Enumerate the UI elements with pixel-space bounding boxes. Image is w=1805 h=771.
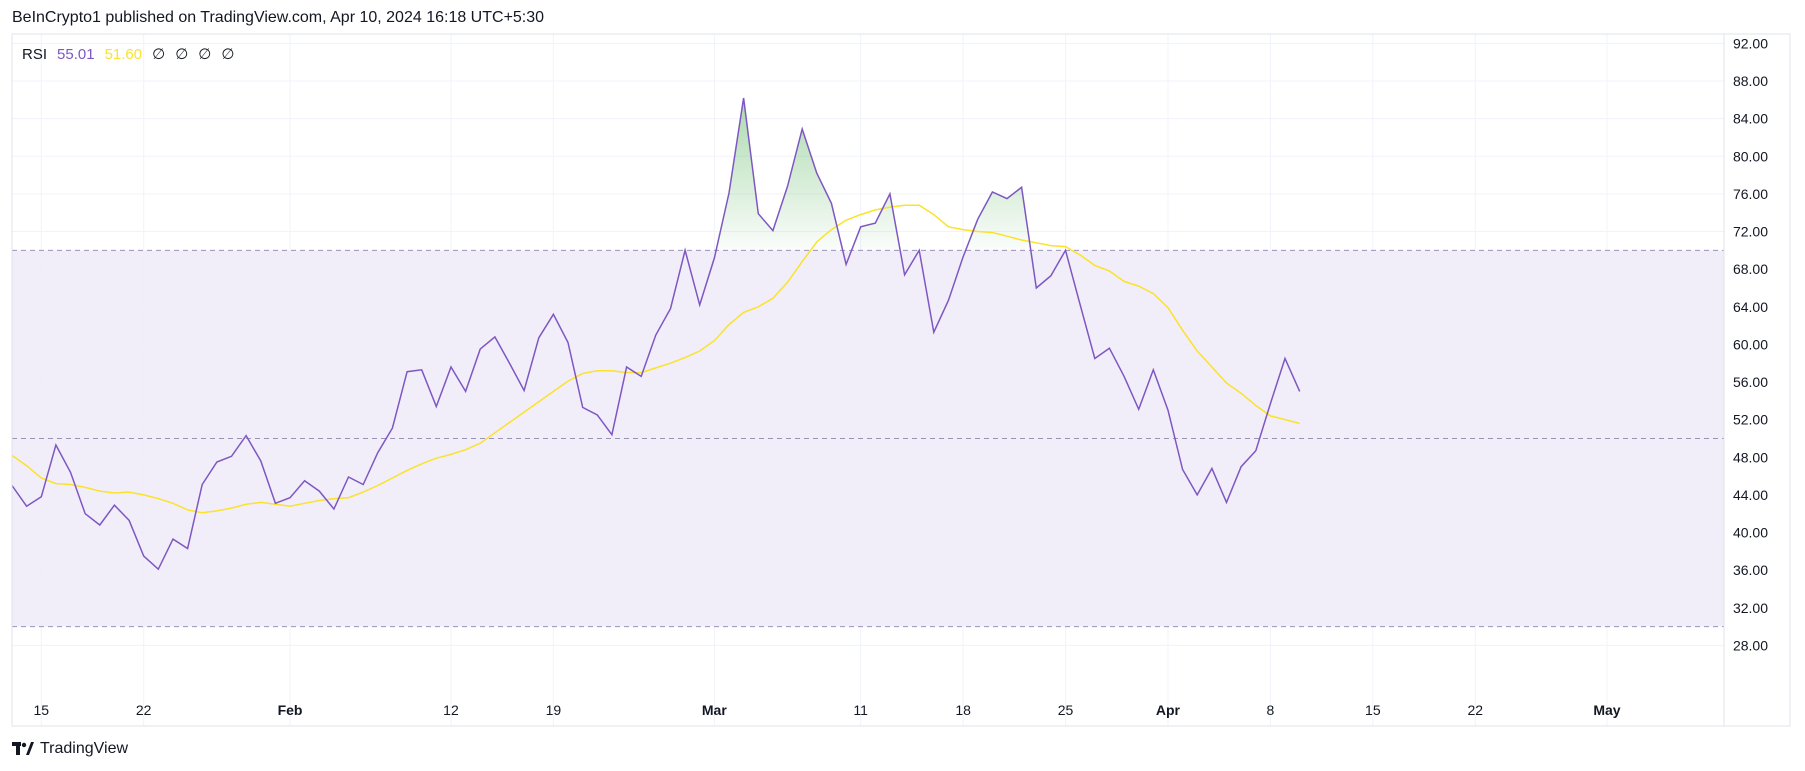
x-tick-label: 12 [443, 702, 459, 718]
y-tick-label: 36.00 [1733, 562, 1768, 578]
x-tick-label: Feb [278, 702, 303, 718]
y-tick-label: 28.00 [1733, 637, 1768, 653]
rsi-band [12, 249, 1724, 628]
y-tick-label: 60.00 [1733, 336, 1768, 352]
y-tick-label: 80.00 [1733, 148, 1768, 164]
publish-info: BeInCrypto1 published on TradingView.com… [12, 9, 545, 26]
ma-series-line [11, 204, 1300, 514]
series-lines [11, 97, 1301, 571]
x-tick-label: 19 [546, 702, 562, 718]
y-tick-label: 40.00 [1733, 525, 1768, 541]
legend-indicator-name: RSI [22, 46, 48, 63]
x-tick-label: 22 [1467, 702, 1483, 718]
brand-name: TradingView [40, 740, 129, 757]
overbought-area [716, 97, 1031, 251]
x-tick-label: 8 [1266, 702, 1274, 718]
legend-empty-value: ∅ [152, 46, 166, 63]
x-tick-label: 25 [1058, 702, 1074, 718]
indicator-legend[interactable]: RSI 55.01 51.60 ∅ ∅ ∅ ∅ [22, 45, 234, 63]
x-tick-label: Mar [702, 702, 727, 718]
x-tick-label: 15 [1365, 702, 1381, 718]
tradingview-logo-icon [12, 742, 34, 756]
y-tick-label: 48.00 [1733, 449, 1768, 465]
legend-empty-value: ∅ [175, 46, 189, 63]
footer: TradingView [12, 740, 128, 758]
x-tick-label: 11 [853, 702, 868, 718]
y-tick-label: 52.00 [1733, 412, 1768, 428]
y-tick-label: 32.00 [1733, 600, 1768, 616]
legend-ma-value: 51.60 [104, 46, 143, 63]
y-tick-label: 44.00 [1733, 487, 1768, 503]
y-tick-label: 56.00 [1733, 374, 1768, 390]
y-tick-label: 88.00 [1733, 73, 1768, 89]
x-tick-label: 15 [33, 702, 49, 718]
y-tick-label: 92.00 [1733, 35, 1768, 51]
axes: 28.00 32.00 36.00 40.00 44.00 48.00 52.00 56.00… [11, 33, 1791, 727]
x-tick-label: 18 [955, 702, 971, 718]
x-tick-label: 22 [136, 702, 152, 718]
x-tick-label: May [1593, 702, 1620, 718]
x-tick-label: Apr [1156, 702, 1181, 718]
legend-empty-value: ∅ [221, 46, 235, 63]
overbought-fill [716, 97, 1031, 251]
y-tick-label: 72.00 [1733, 224, 1768, 240]
y-tick-label: 84.00 [1733, 111, 1768, 127]
y-tick-label: 68.00 [1733, 261, 1768, 277]
legend-empty-value: ∅ [198, 46, 212, 63]
y-tick-label: 76.00 [1733, 186, 1768, 202]
legend-rsi-value: 55.01 [57, 46, 95, 63]
rsi-series-line [11, 97, 1301, 571]
y-tick-label: 64.00 [1733, 299, 1768, 315]
